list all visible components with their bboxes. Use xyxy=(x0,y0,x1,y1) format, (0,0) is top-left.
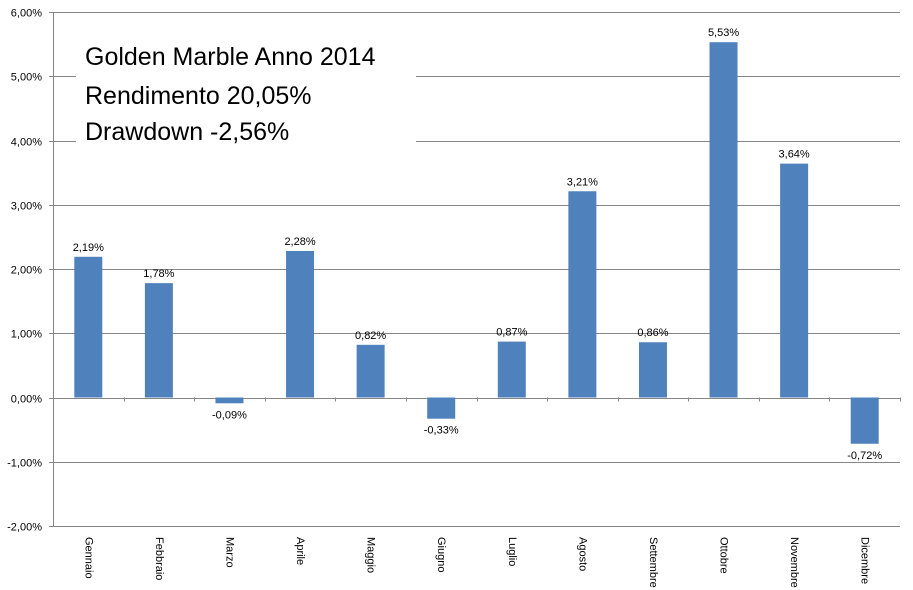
bars xyxy=(74,42,879,444)
y-tick-label: 6,00% xyxy=(11,8,42,20)
bar-luglio xyxy=(497,341,526,398)
category-label: Ottobre xyxy=(718,537,730,574)
y-tick-label: 1,00% xyxy=(11,329,42,341)
y-tick-label: 4,00% xyxy=(11,137,42,149)
category-label: Settembre xyxy=(647,537,659,588)
category-label: Gennaio xyxy=(82,537,94,579)
y-tick-label: 0,00% xyxy=(11,394,42,406)
category-label: Maggio xyxy=(365,537,377,573)
title-line-1: Golden Marble Anno 2014 xyxy=(85,43,376,71)
data-label: 2,28% xyxy=(284,236,315,248)
bar-dicembre xyxy=(850,397,879,444)
data-label: 3,21% xyxy=(567,176,598,188)
data-label: 3,64% xyxy=(779,149,810,161)
axes xyxy=(49,12,901,527)
bar-maggio xyxy=(356,344,385,398)
bar-giugno xyxy=(427,397,456,419)
bar-ottobre xyxy=(709,42,738,398)
y-tick-label: -1,00% xyxy=(7,458,42,470)
data-label: 0,86% xyxy=(637,327,668,339)
data-label: 2,19% xyxy=(73,242,104,254)
title-line-3: Drawdown -2,56% xyxy=(85,118,289,146)
category-label: Marzo xyxy=(223,537,235,568)
category-label: Giugno xyxy=(435,537,447,572)
data-label: 0,87% xyxy=(496,327,527,339)
labels: -2,00% -1,00% 0,00% 1,00% 2,00% 3,00% 4,00% 5,0… xyxy=(7,8,882,588)
y-tick-label: 5,00% xyxy=(11,72,42,84)
category-label: Dicembre xyxy=(859,537,871,584)
y-tick-label: 2,00% xyxy=(11,265,42,277)
category-label: Agosto xyxy=(576,537,588,571)
data-label: -0,09% xyxy=(212,409,247,421)
bar-marzo xyxy=(215,397,244,404)
y-tick-label: -2,00% xyxy=(7,522,42,534)
category-label: Luglio xyxy=(506,537,518,566)
bar-gennaio xyxy=(74,256,103,398)
data-label: 0,82% xyxy=(355,330,386,342)
category-label: Febbraio xyxy=(153,537,165,580)
y-tick-label: 3,00% xyxy=(11,201,42,213)
chart-title: Golden Marble Anno 2014 Rendimento 20,05… xyxy=(76,35,416,147)
bar-settembre xyxy=(638,342,667,398)
bar-aprile xyxy=(286,251,315,398)
data-label: -0,72% xyxy=(847,450,882,462)
data-label: 5,53% xyxy=(708,27,739,39)
title-line-2: Rendimento 20,05% xyxy=(85,82,312,110)
category-label: Novembre xyxy=(788,537,800,588)
category-label: Aprile xyxy=(294,537,306,565)
data-label: 1,78% xyxy=(143,268,174,280)
bar-febbraio xyxy=(144,283,173,398)
bar-agosto xyxy=(568,191,597,398)
bar-novembre xyxy=(780,163,809,398)
data-label: -0,33% xyxy=(424,425,459,437)
